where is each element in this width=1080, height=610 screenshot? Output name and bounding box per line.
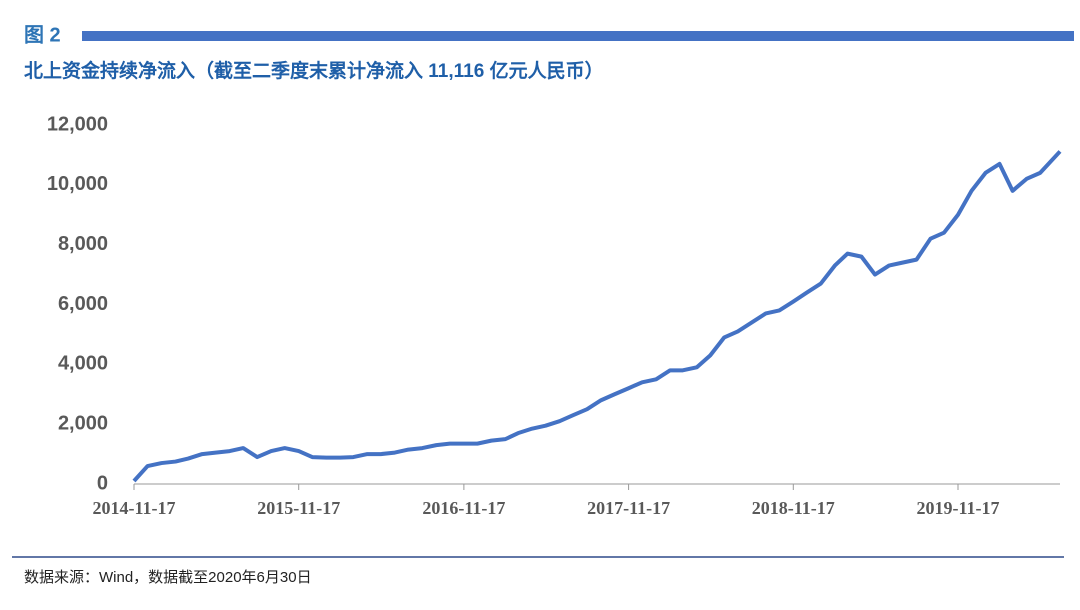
source-note: 数据来源：Wind，数据截至2020年6月30日 — [24, 569, 312, 586]
y-tick-label: 12,000 — [47, 113, 108, 135]
y-tick-label: 8,000 — [58, 233, 108, 255]
chart-title: 北上资金持续净流入（截至二季度末累计净流入 11,116 亿元人民币） — [24, 59, 604, 82]
header-bar — [82, 31, 1074, 41]
y-tick-label: 2,000 — [58, 412, 108, 434]
y-tick-label: 6,000 — [58, 293, 108, 315]
y-tick-label: 10,000 — [47, 173, 108, 195]
x-tick-label: 2017-11-17 — [587, 498, 670, 518]
data-line — [132, 150, 1062, 483]
y-tick-label: 0 — [97, 472, 108, 494]
x-tick-label: 2019-11-17 — [917, 498, 1000, 518]
x-tick-label: 2016-11-17 — [422, 498, 505, 518]
x-tick-label: 2015-11-17 — [257, 498, 340, 518]
x-tick-label: 2018-11-17 — [752, 498, 835, 518]
y-tick-label: 4,000 — [58, 353, 108, 375]
figure-label: 图 2 — [24, 23, 61, 46]
x-tick-label: 2014-11-17 — [93, 498, 176, 518]
